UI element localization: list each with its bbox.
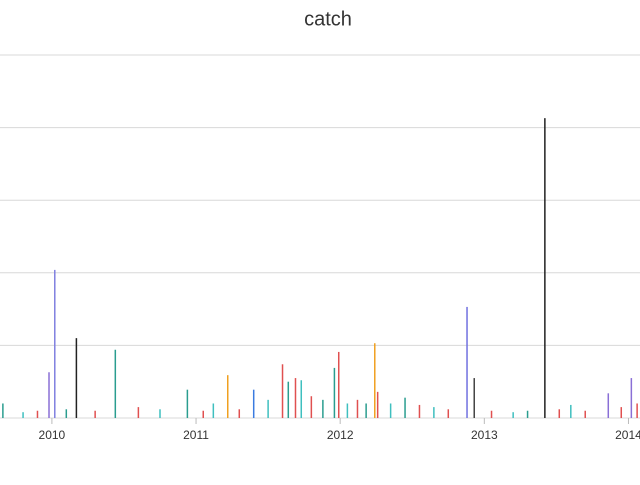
bar [466,306,468,418]
bar [337,351,340,418]
bar [54,269,56,418]
bar [433,407,435,418]
bar [159,409,161,418]
x-tick-label: 2011 [183,428,209,442]
bar [137,407,140,418]
bar [287,381,290,418]
bar [114,349,117,418]
bar [294,378,297,418]
bar [300,380,303,418]
bar [186,389,189,418]
bar [570,404,572,418]
x-tick-label: 2010 [39,428,66,442]
bar [526,410,529,418]
x-tick-label: 2014 [615,428,640,442]
bar [322,399,324,418]
x-tick-label: 2013 [471,428,498,442]
bar [473,378,475,418]
bar [94,410,96,418]
bar [544,118,546,419]
bar [630,378,633,418]
bar [512,412,514,418]
bar [267,399,269,418]
x-tick-label: 2012 [327,428,354,442]
bar [636,403,638,418]
bar [365,403,367,418]
bar [356,399,359,418]
bar [36,410,39,418]
bar [620,407,623,418]
bar [584,410,586,418]
bar [252,389,255,418]
bar [238,409,241,418]
bar [22,412,24,418]
bar [558,409,561,418]
bar [418,404,421,418]
bar [389,403,392,418]
bar [226,375,229,418]
bar [281,364,284,418]
bar [333,367,336,418]
bar [447,409,450,418]
bar [607,393,610,418]
bar [404,397,406,418]
bar [48,372,50,418]
bar [212,403,215,418]
bar [374,343,376,418]
bar [65,409,68,418]
chart-title: catch [304,8,352,30]
bar [2,403,4,418]
bar [310,396,313,418]
bar [490,410,493,418]
bar [75,338,78,418]
bar [346,403,349,418]
bar [376,391,379,418]
bar [202,410,204,418]
